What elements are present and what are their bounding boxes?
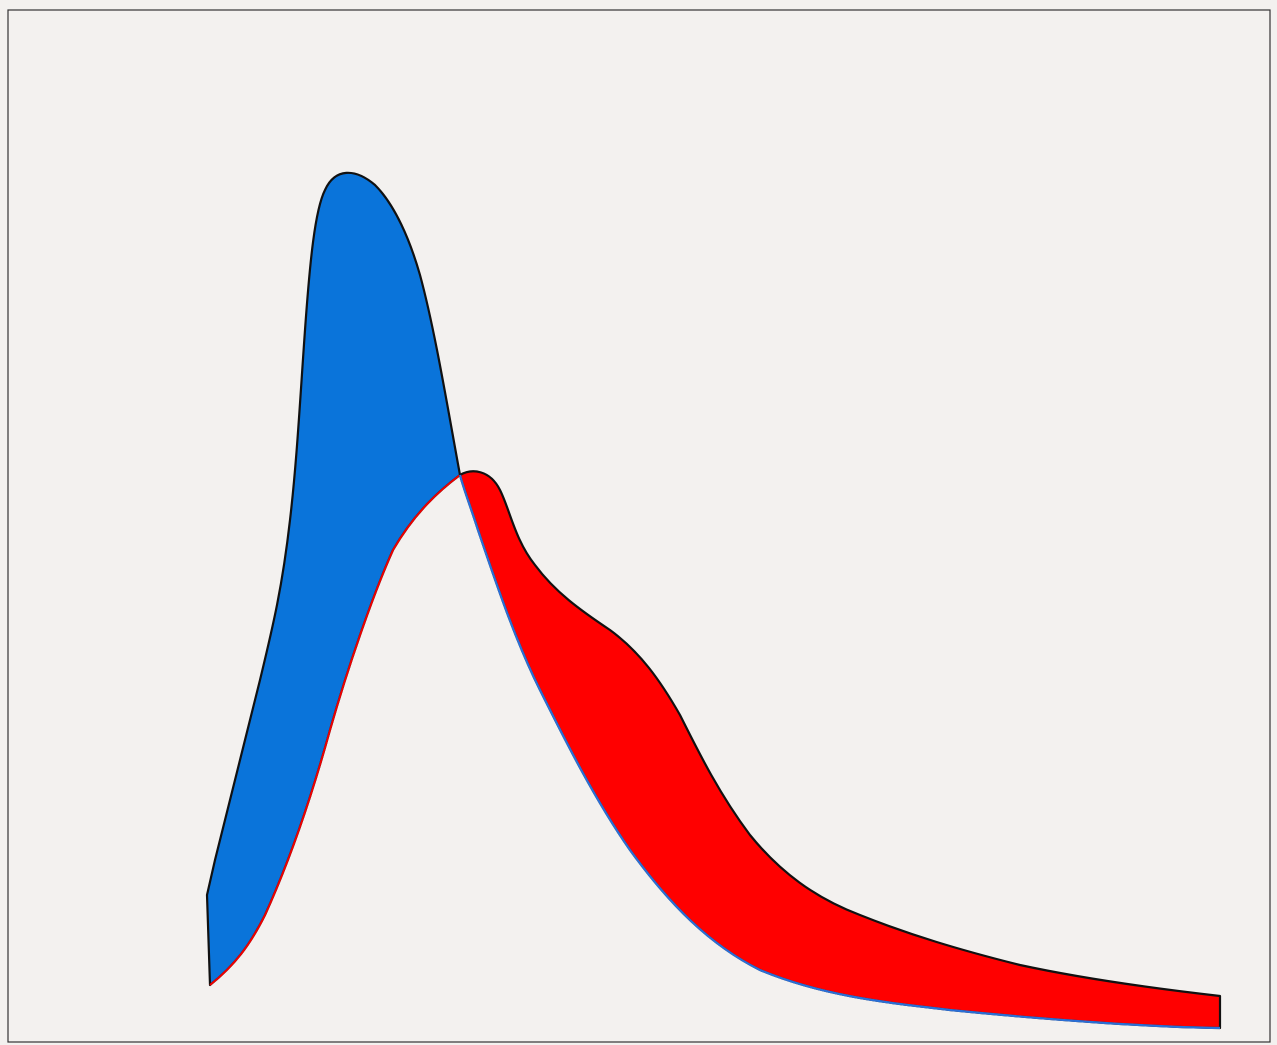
blue-shape-red-edge bbox=[209, 474, 461, 986]
red-shape-blue-edge bbox=[458, 474, 1221, 1030]
frame bbox=[7, 9, 1271, 1043]
